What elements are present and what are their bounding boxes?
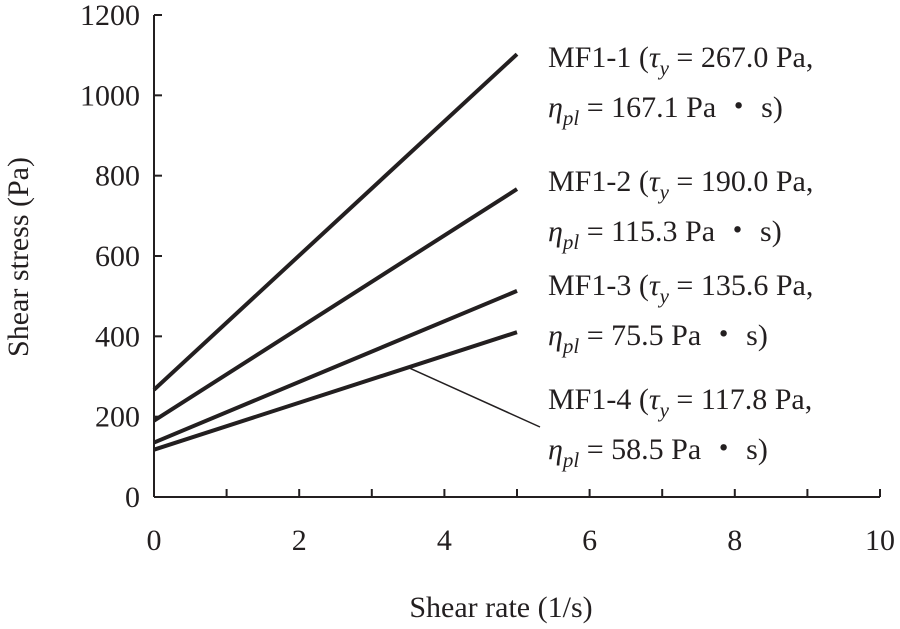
tau-subscript: y [658,398,670,422]
tau-value: = 190.0 Pa, [669,165,813,198]
eta-subscript: pl [561,448,580,472]
tau-symbol: τ [649,165,661,198]
eta-unit: ・ s) [724,91,783,124]
series-line-mf1-3 [153,289,518,445]
eta-symbol: η [548,319,563,352]
tau-subscript: y [658,180,670,204]
x-tick-label: 0 [147,524,162,557]
eta-value: = 75.5 Pa [579,319,708,352]
eta-subscript: pl [561,230,580,254]
y-tick-label: 1000 [80,79,140,112]
y-tick-label: 600 [95,240,140,273]
series-line-mf1-2 [152,187,519,423]
tau-value: = 117.8 Pa, [669,383,812,416]
annotation-yield-stress: MF1-3 (τy = 135.6 Pa, [548,269,813,308]
eta-unit: ・ s) [709,433,768,466]
eta-value: = 115.3 Pa [579,215,722,248]
tau-subscript: y [658,56,670,80]
series-annotation: MF1-2 (τy = 190.0 Pa, ηpl = 115.3 Pa ・ s) [548,165,813,254]
x-tick-label: 4 [437,524,452,557]
y-tick-label: 1200 [80,0,140,32]
annotation-yield-stress: MF1-1 (τy = 267.0 Pa, [548,41,813,80]
x-tick-label: 6 [582,524,597,557]
eta-value: = 58.5 Pa [579,433,708,466]
annotation-yield-stress: MF1-2 (τy = 190.0 Pa, [548,165,813,204]
annotation-plastic-viscosity: ηpl = 58.5 Pa ・ s) [548,433,768,472]
eta-subscript: pl [561,106,580,130]
y-tick-label: 0 [125,481,140,514]
annotations: MF1-1 (τy = 267.0 Pa,ηpl = 167.1 Pa ・ s)… [407,41,813,472]
tau-value: = 267.0 Pa, [669,41,813,74]
series-annotation: MF1-3 (τy = 135.6 Pa, ηpl = 75.5 Pa ・ s) [548,269,813,358]
x-axis-title: Shear rate (1/s) [409,591,592,624]
tau-symbol: τ [649,383,661,416]
annotation-leader-line [407,366,541,428]
series-name: MF1-4 ( [548,383,649,416]
tau-subscript: y [658,284,670,308]
series-name: MF1-1 ( [548,41,649,74]
series-line-mf1-1 [152,52,519,392]
x-tick-label: 2 [292,524,307,557]
y-tick-label: 400 [95,320,140,353]
eta-symbol: η [548,91,563,124]
axes: 0 200 400 600 800 1000 1200 0 2 4 6 8 10 [80,0,895,557]
series-name: MF1-3 ( [548,269,649,302]
eta-value: = 167.1 Pa [579,91,723,124]
y-tick-label: 200 [95,401,140,434]
y-axis-title: Shear stress (Pa) [2,157,35,357]
eta-symbol: η [548,215,563,248]
annotation-plastic-viscosity: ηpl = 115.3 Pa ・ s) [548,215,782,254]
x-tick-label: 8 [727,524,742,557]
series-name: MF1-2 ( [548,165,649,198]
annotation-yield-stress: MF1-4 (τy = 117.8 Pa, [548,383,812,422]
y-tick-label: 800 [95,160,140,193]
tau-symbol: τ [649,269,661,302]
x-tick-label: 10 [865,524,895,557]
eta-unit: ・ s) [709,319,768,352]
plot-lines [152,52,519,452]
tau-symbol: τ [649,41,661,74]
annotation-plastic-viscosity: ηpl = 75.5 Pa ・ s) [548,319,768,358]
tau-value: = 135.6 Pa, [669,269,813,302]
series-annotation: MF1-4 (τy = 117.8 Pa, ηpl = 58.5 Pa ・ s) [548,383,812,472]
annotation-plastic-viscosity: ηpl = 167.1 Pa ・ s) [548,91,783,130]
series-annotation: MF1-1 (τy = 267.0 Pa, ηpl = 167.1 Pa ・ s) [548,41,813,130]
eta-symbol: η [548,433,563,466]
series-line-mf1-4 [153,330,518,452]
eta-subscript: pl [561,334,580,358]
eta-unit: ・ s) [723,215,782,248]
